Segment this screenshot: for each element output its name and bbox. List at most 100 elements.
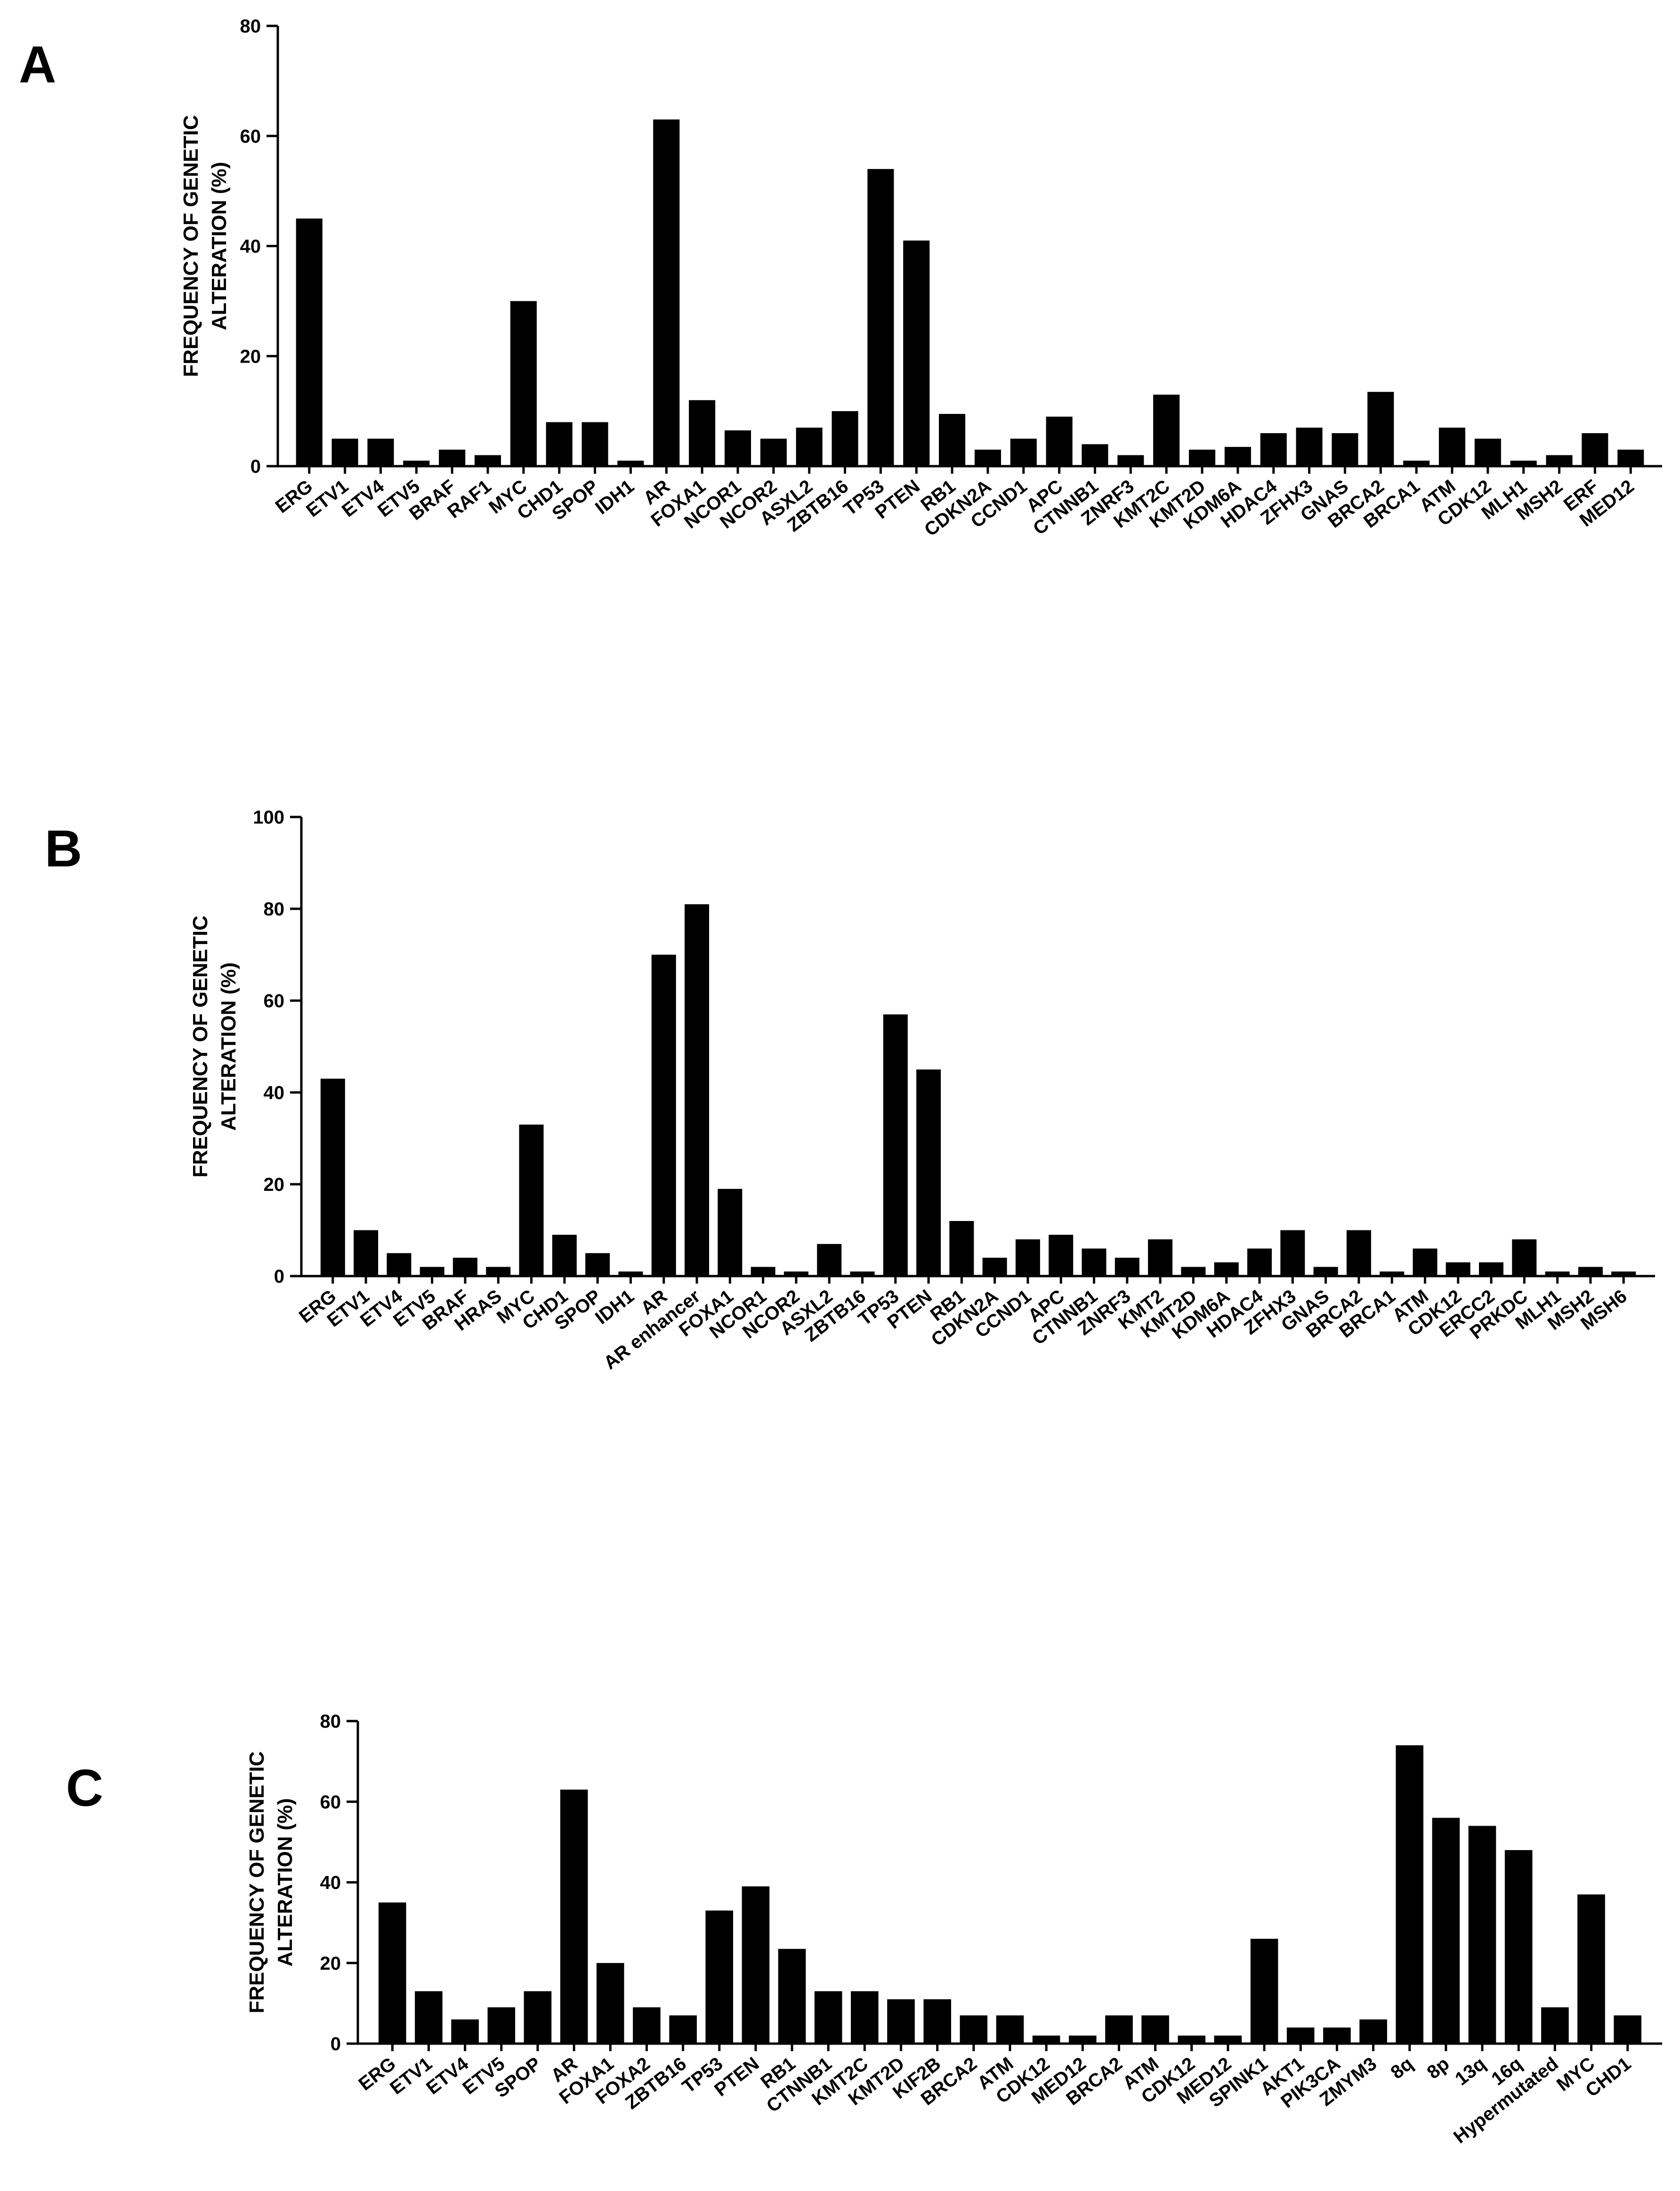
bar-zbtb16 (850, 1271, 875, 1277)
bar-zbtb16 (669, 2015, 697, 2044)
bar-ercc2 (1479, 1262, 1503, 1277)
bar-msh2 (1546, 455, 1573, 466)
y-tick-label: 0 (250, 456, 261, 477)
bar-brca1 (1380, 1271, 1405, 1277)
y-tick-label: 60 (264, 991, 285, 1011)
bar-ncor2 (760, 438, 787, 466)
panel-letter-c: C (66, 1759, 103, 1817)
bar-ncor1 (751, 1267, 775, 1276)
bar-kmt2d (1181, 1267, 1206, 1276)
bar-etv5 (403, 461, 430, 466)
y-axis-label: FREQUENCY OF GENETIC (189, 915, 212, 1178)
bar-etv4 (387, 1253, 412, 1277)
bar-ncor2 (783, 1271, 808, 1277)
bar-pten (916, 1069, 941, 1277)
bar-idh1 (617, 461, 644, 466)
bar-asxl2 (817, 1244, 842, 1277)
bar-braf (452, 1258, 477, 1276)
bar-etv5 (487, 2007, 516, 2044)
y-tick-label: 40 (320, 1873, 341, 1893)
bar-ar-enhancer (685, 904, 709, 1277)
bar-ncor1 (724, 430, 751, 466)
bar-pik3ca (1323, 2027, 1351, 2044)
bar-ctnnb1 (1082, 444, 1108, 467)
bar-foxa2 (633, 2007, 661, 2044)
bar-idh1 (618, 1271, 643, 1277)
bar-brca2 (960, 2015, 988, 2044)
bar-chd1 (546, 422, 573, 466)
category-label-8q: 8q (1387, 2053, 1417, 2083)
y-tick-label: 40 (264, 1083, 285, 1103)
bar-foxa1 (596, 1963, 624, 2044)
bar-ccnd1 (1010, 438, 1037, 466)
bar-ar (560, 1789, 588, 2044)
panel-b: B 0 20 40 60 80 100 FREQUENCY OF GENETIC ALTERA… (45, 807, 1655, 1374)
bar-spop (582, 422, 608, 466)
bar-gnas (1313, 1267, 1338, 1276)
y-tick-label: 100 (253, 807, 284, 828)
bar-raf1 (474, 455, 501, 466)
bar-kmt2c (851, 1991, 879, 2044)
bar-8p (1432, 1818, 1460, 2044)
bar-braf (439, 449, 466, 466)
bar-hras (486, 1267, 511, 1276)
bar-myc (1577, 1894, 1605, 2044)
bar-zmym3 (1359, 2019, 1387, 2044)
bar-8q (1396, 1745, 1423, 2044)
bar-etv1 (331, 438, 358, 466)
bar-brca2 (1367, 392, 1394, 466)
bar-kdm6a (1214, 1262, 1239, 1277)
bar-med12 (1069, 2035, 1097, 2044)
bar-rb1 (778, 1948, 806, 2044)
y-tick-label: 0 (331, 2034, 341, 2054)
bar-kmt2 (1148, 1239, 1173, 1276)
bar-msh6 (1611, 1271, 1636, 1277)
bar-msh2 (1578, 1267, 1603, 1276)
bar-hypermutated (1541, 2007, 1569, 2044)
bar-apc (1049, 1235, 1074, 1277)
y-axis-label: FREQUENCY OF GENETIC (245, 1751, 268, 2013)
y-tick-label: 80 (264, 899, 285, 920)
y-tick-label: 20 (264, 1174, 285, 1195)
bar-spop (524, 1991, 552, 2044)
bar-pten (742, 1886, 770, 2044)
bar-chd1 (552, 1235, 577, 1277)
bar-erg (296, 218, 323, 467)
bar-ctnnb1 (814, 1991, 842, 2044)
bar-13q (1468, 1826, 1496, 2044)
bar-etv1 (354, 1230, 379, 1276)
bar-ctnnb1 (1082, 1248, 1107, 1276)
bar-cdk12 (1474, 438, 1501, 466)
bar-ar (653, 119, 680, 466)
panel-a: A 0 20 40 60 80 FREQUENCY OF GENETIC ALTERATIO… (19, 16, 1662, 541)
bar-ccnd1 (1015, 1239, 1040, 1276)
bar-apc (1046, 416, 1073, 466)
bar-hdac4 (1260, 433, 1287, 466)
y-tick-label: 80 (320, 1711, 341, 1732)
bar-asxl2 (796, 428, 823, 466)
y-axis-label: ALTERATION (%) (274, 1798, 297, 1967)
panel-c: C 0 20 40 60 80 FREQUENCY OF GENETIC ALTERATIO… (66, 1711, 1662, 2148)
bar-zfhx3 (1296, 428, 1323, 466)
bar-foxa1 (718, 1188, 743, 1277)
bar-etv5 (420, 1267, 444, 1276)
bar-etv4 (367, 438, 394, 466)
category-label-13q: 13q (1451, 2053, 1489, 2089)
category-label-idh1: IDH1 (591, 1285, 638, 1328)
bar-pten (903, 240, 930, 466)
y-tick-label: 20 (320, 1953, 341, 1974)
panel-letter-a: A (19, 36, 56, 94)
bar-med12 (1617, 449, 1644, 466)
bar-kmt2d (887, 1999, 915, 2044)
bar-erg (320, 1078, 345, 1277)
bar-cdk12 (1178, 2035, 1206, 2044)
bar-tp53 (705, 1910, 733, 2044)
y-tick-label: 80 (240, 16, 261, 37)
bar-rb1 (939, 414, 966, 466)
y-tick-label: 60 (320, 1792, 341, 1812)
bar-zbtb16 (832, 411, 858, 466)
y-tick-label: 0 (274, 1266, 284, 1287)
bar-atm (996, 2015, 1024, 2044)
bar-tp53 (883, 1014, 908, 1277)
bar-spink1 (1250, 1939, 1278, 2044)
